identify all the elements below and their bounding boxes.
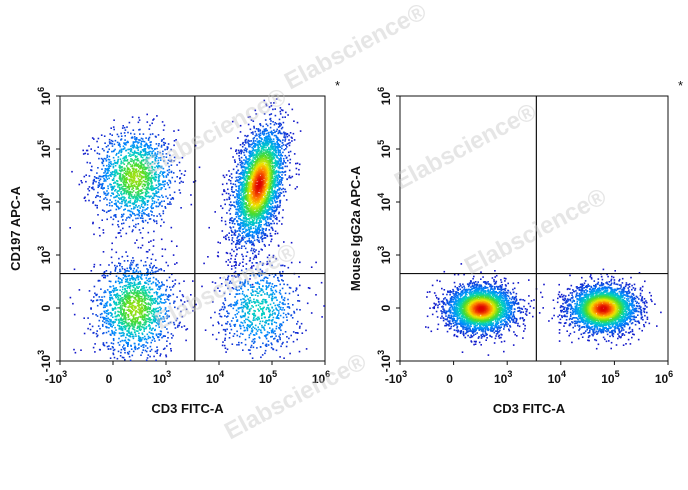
x-tick-label: 0 xyxy=(106,372,113,386)
y-tick-label: -103 xyxy=(36,350,53,372)
population-2 xyxy=(69,237,209,362)
y-tick-label: 0 xyxy=(39,304,53,311)
population-1 xyxy=(425,263,538,356)
x-axis-label: CD3 FITC-A xyxy=(151,401,224,416)
population-4 xyxy=(192,232,325,359)
x-tick-label: 105 xyxy=(259,369,277,386)
y-axis-label: CD197 APC-A xyxy=(8,186,23,271)
x-tick-label: 105 xyxy=(601,369,619,386)
watermark-text: Elabscience® xyxy=(220,348,371,445)
y-tick-label: 104 xyxy=(36,193,53,211)
y-tick-label: 103 xyxy=(376,246,393,264)
event-dots xyxy=(69,98,325,362)
y-tick-label: 104 xyxy=(376,193,393,211)
plot-marker: * xyxy=(678,78,683,93)
event-dots xyxy=(425,263,662,356)
x-tick-label: 0 xyxy=(446,372,453,386)
y-tick-label: -103 xyxy=(376,350,393,372)
y-tick-label: 0 xyxy=(379,304,393,311)
y-tick-label: 106 xyxy=(36,87,53,105)
y-tick-label: 105 xyxy=(376,140,393,158)
x-tick-label: 104 xyxy=(548,369,566,386)
x-tick-label: -103 xyxy=(45,369,67,386)
x-tick-label: 103 xyxy=(153,369,171,386)
watermark-text: Elabscience® xyxy=(280,0,431,95)
plot-marker: * xyxy=(335,78,340,93)
y-axis-label: Mouse IgG2a APC-A xyxy=(348,165,363,291)
x-tick-label: 106 xyxy=(312,369,330,386)
x-tick-label: -103 xyxy=(385,369,407,386)
dot-plot-1: -103 0 103 104 105 106 -103 0 103 104 105 106 CD3 FI… xyxy=(8,78,340,416)
population-2 xyxy=(538,268,662,350)
plot-frame xyxy=(399,95,669,362)
population-3 xyxy=(208,98,302,289)
watermark-text: Elabscience® xyxy=(460,183,611,280)
x-tick-label: 106 xyxy=(655,369,673,386)
population-1 xyxy=(69,113,201,279)
y-tick-label: 105 xyxy=(36,140,53,158)
dot-plot-2: -103 0 103 104 105 106 -103 0 103 104 105 106 CD3 FI… xyxy=(348,78,683,416)
watermark-text: Elabscience® xyxy=(390,98,541,195)
x-tick-label: 104 xyxy=(206,369,224,386)
y-tick-label: 106 xyxy=(376,87,393,105)
x-tick-label: 103 xyxy=(494,369,512,386)
plot-frame xyxy=(59,95,326,362)
y-tick-label: 103 xyxy=(36,246,53,264)
x-axis-label: CD3 FITC-A xyxy=(493,401,566,416)
